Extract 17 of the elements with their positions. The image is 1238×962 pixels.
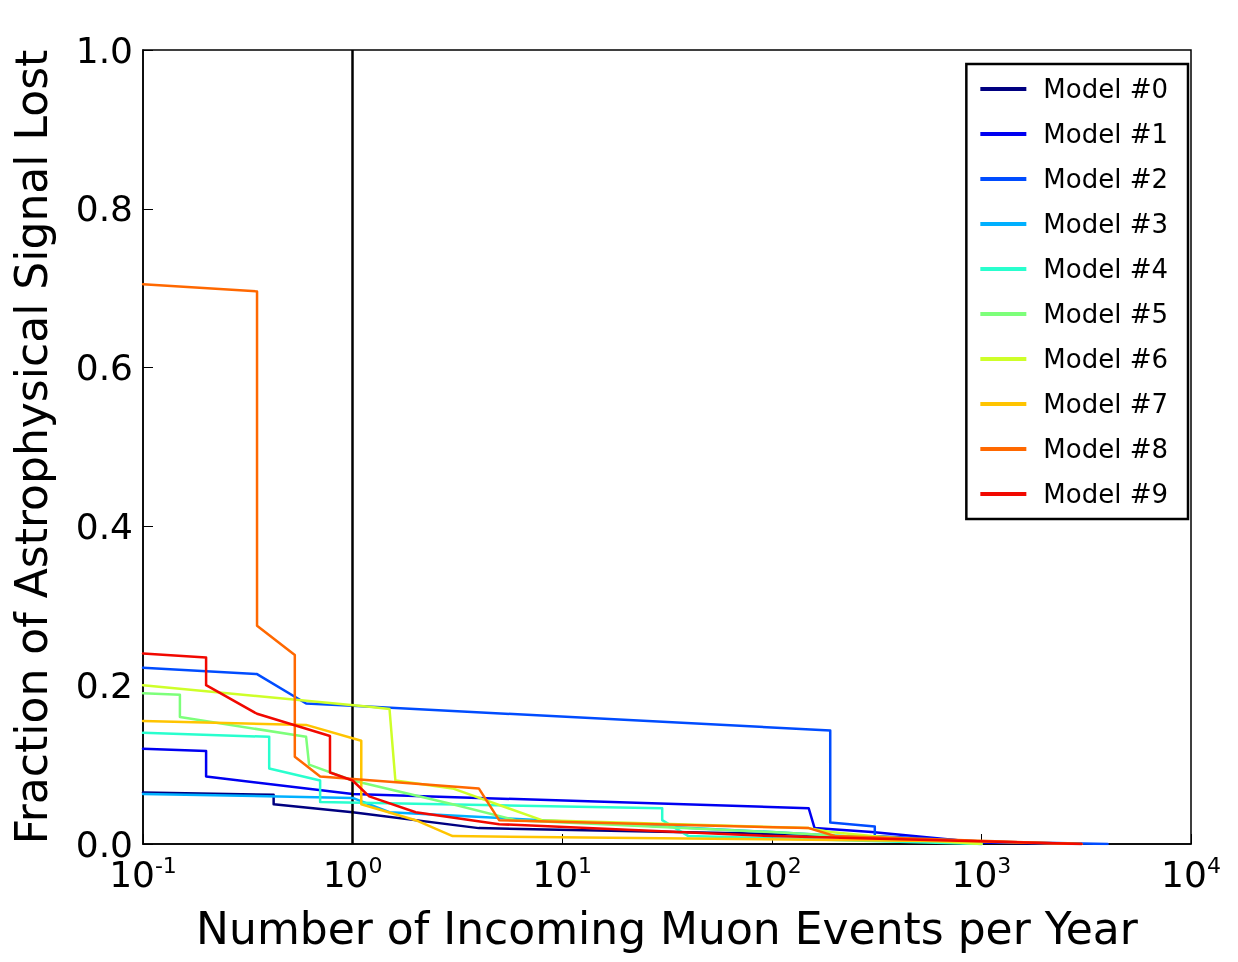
legend-label: Model #7 [1043, 389, 1168, 419]
legend-label: Model #6 [1043, 344, 1168, 374]
y-tick-label: 0.4 [75, 505, 133, 547]
legend-label: Model #9 [1043, 479, 1168, 509]
y-tick-label: 0.6 [75, 347, 133, 389]
y-axis-title: Fraction of Astrophysical Signal Lost [5, 49, 57, 845]
x-axis-title: Number of Incoming Muon Events per Year [196, 902, 1139, 954]
legend-label: Model #3 [1043, 209, 1168, 239]
y-tick-label: 0.2 [75, 664, 133, 706]
legend-label: Model #0 [1043, 74, 1168, 104]
legend-label: Model #4 [1043, 254, 1168, 284]
legend-label: Model #5 [1043, 299, 1168, 329]
y-tick-label: 0.8 [75, 188, 133, 230]
y-tick-label: 1.0 [75, 29, 133, 71]
legend-label: Model #1 [1043, 119, 1168, 149]
legend-label: Model #8 [1043, 434, 1168, 464]
legend-label: Model #2 [1043, 164, 1168, 194]
